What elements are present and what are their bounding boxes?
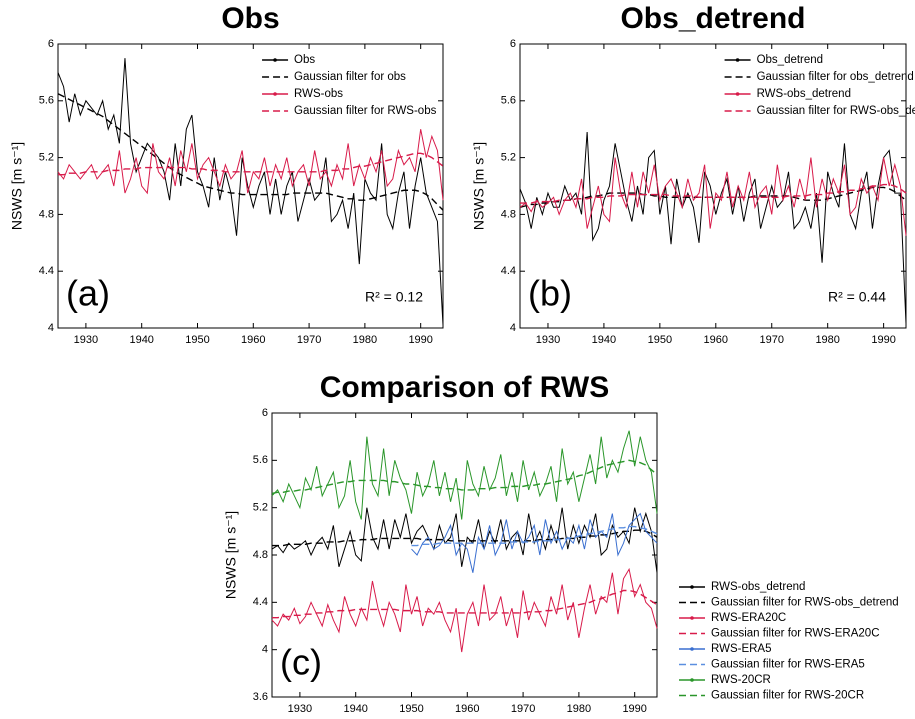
y-tick-label: 6 bbox=[510, 38, 516, 50]
x-tick-label: 1950 bbox=[399, 703, 423, 715]
legend-dot bbox=[690, 585, 694, 589]
x-tick-label: 1950 bbox=[648, 334, 672, 346]
x-tick-label: 1960 bbox=[241, 334, 265, 346]
legend-label: RWS-obs bbox=[294, 88, 343, 100]
annotation: R² = 0.44 bbox=[828, 289, 886, 305]
legend-label: RWS-obs_detrend bbox=[711, 581, 805, 593]
x-tick-label: 1970 bbox=[511, 703, 535, 715]
legend-dot bbox=[690, 647, 694, 651]
y-tick-label: 5.2 bbox=[253, 502, 268, 514]
x-tick-label: 1940 bbox=[343, 703, 367, 715]
legend-dot bbox=[690, 678, 694, 682]
series-line bbox=[519, 132, 907, 324]
legend-label: Obs bbox=[294, 54, 315, 66]
y-axis-label: NSWS [m s⁻¹] bbox=[223, 511, 239, 599]
x-tick-label: 1980 bbox=[567, 703, 591, 715]
y-tick-label: 4.4 bbox=[39, 265, 54, 277]
legend-label: Gaussian filter for RWS-obs_detrend bbox=[711, 597, 899, 609]
legend-label: RWS-obs_detrend bbox=[757, 88, 851, 100]
plot-frame bbox=[519, 43, 907, 329]
panel-label: (a) bbox=[66, 273, 110, 314]
series-line bbox=[271, 430, 658, 520]
series-line bbox=[271, 567, 658, 653]
y-tick-label: 4 bbox=[48, 322, 54, 334]
y-tick-label: 5.6 bbox=[253, 454, 268, 466]
series-line bbox=[272, 529, 658, 547]
legend-label: RWS-20CR bbox=[711, 674, 771, 686]
series-line bbox=[271, 507, 658, 573]
series-line bbox=[57, 93, 444, 211]
legend-label: Gaussian filter for RWS-ERA20C bbox=[711, 628, 880, 640]
chart-title: Obs_detrend bbox=[620, 2, 805, 35]
x-tick-label: 1970 bbox=[297, 334, 321, 346]
legend-label: Gaussian filter for RWS-obs_detrend bbox=[757, 105, 915, 117]
legend-dot bbox=[735, 92, 740, 96]
x-tick-label: 1990 bbox=[622, 703, 646, 715]
x-tick-label: 1930 bbox=[288, 703, 312, 715]
y-axis-label: NSWS [m s⁻¹] bbox=[9, 142, 25, 230]
x-tick-label: 1960 bbox=[455, 703, 479, 715]
series-line bbox=[519, 157, 907, 236]
legend-label: Obs_detrend bbox=[757, 54, 824, 66]
series-line bbox=[57, 58, 444, 326]
x-tick-label: 1990 bbox=[408, 334, 432, 346]
legend-dot bbox=[273, 92, 277, 96]
y-tick-label: 4.8 bbox=[253, 549, 268, 561]
legend-label: RWS-ERA20C bbox=[711, 612, 786, 624]
chart-title: Comparison of RWS bbox=[320, 371, 609, 404]
series-line bbox=[271, 459, 658, 495]
series-line bbox=[272, 589, 658, 619]
y-tick-label: 3.6 bbox=[253, 691, 268, 703]
legend-label: Gaussian filter for RWS-20CR bbox=[711, 690, 864, 702]
x-tick-label: 1980 bbox=[353, 334, 377, 346]
x-tick-label: 1970 bbox=[759, 334, 783, 346]
panel-label: (b) bbox=[528, 273, 572, 314]
y-tick-label: 5.2 bbox=[501, 152, 516, 164]
y-tick-label: 4.4 bbox=[253, 596, 268, 608]
x-tick-label: 1930 bbox=[536, 334, 560, 346]
legend-dot bbox=[735, 58, 740, 62]
chart-title: Obs bbox=[221, 2, 279, 35]
x-tick-label: 1940 bbox=[592, 334, 616, 346]
series-line bbox=[519, 186, 907, 208]
legend-label: Gaussian filter for obs bbox=[294, 71, 406, 83]
y-tick-label: 4.8 bbox=[501, 208, 516, 220]
y-tick-label: 6 bbox=[48, 38, 54, 50]
x-tick-label: 1950 bbox=[185, 334, 209, 346]
x-tick-label: 1940 bbox=[129, 334, 153, 346]
y-tick-label: 5.6 bbox=[501, 95, 516, 107]
legend-dot bbox=[690, 616, 694, 620]
y-tick-label: 4 bbox=[262, 644, 268, 656]
x-tick-label: 1930 bbox=[74, 334, 98, 346]
annotation: R² = 0.12 bbox=[365, 289, 423, 305]
plot-frame bbox=[57, 43, 444, 329]
y-tick-label: 4.4 bbox=[501, 265, 516, 277]
y-tick-label: 5.6 bbox=[39, 95, 54, 107]
x-tick-label: 1960 bbox=[704, 334, 728, 346]
x-tick-label: 1990 bbox=[871, 334, 895, 346]
legend-label: Gaussian filter for RWS-ERA5 bbox=[711, 659, 865, 671]
series-line bbox=[57, 129, 444, 201]
y-tick-label: 4 bbox=[510, 322, 516, 334]
series-line bbox=[411, 512, 658, 573]
series-line bbox=[520, 183, 907, 204]
legend-label: Gaussian filter for obs_detrend bbox=[757, 71, 914, 83]
y-tick-label: 4.8 bbox=[39, 208, 54, 220]
panel-label: (c) bbox=[280, 642, 322, 683]
y-tick-label: 6 bbox=[262, 407, 268, 419]
series-line bbox=[58, 152, 444, 176]
legend-label: Gaussian filter for RWS-obs bbox=[294, 105, 437, 117]
series-line bbox=[411, 525, 658, 547]
legend-label: RWS-ERA5 bbox=[711, 643, 772, 655]
y-axis-label: NSWS [m s⁻¹] bbox=[471, 142, 487, 230]
legend-dot bbox=[273, 58, 277, 62]
y-tick-label: 5.2 bbox=[39, 152, 54, 164]
x-tick-label: 1980 bbox=[815, 334, 839, 346]
